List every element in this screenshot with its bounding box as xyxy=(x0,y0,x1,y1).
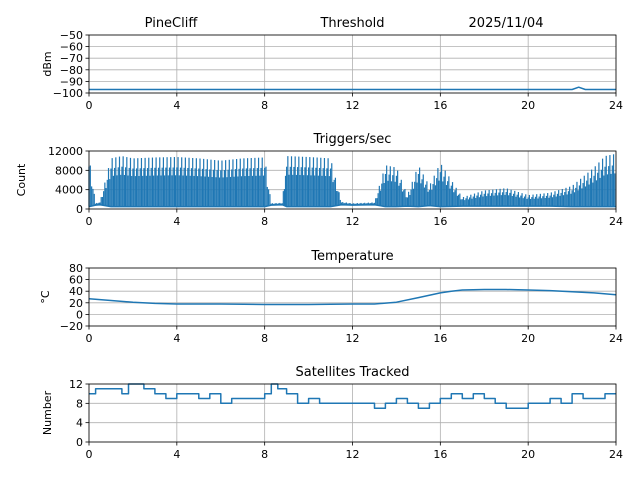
y-tick-label: −50 xyxy=(60,29,83,42)
x-tick-label: 12 xyxy=(346,448,360,461)
x-tick-label: 8 xyxy=(261,448,268,461)
chart-panels: 0 4 8 12 16 20 24 −100−90−80−70−60−50 Threshold d… xyxy=(15,16,623,461)
x-tick-label: 12 xyxy=(346,99,360,112)
y-tick-label: 0 xyxy=(76,436,83,449)
x-tick-label: 24 xyxy=(609,99,623,112)
x-tick-label: 8 xyxy=(261,99,268,112)
y-tick-label: 80 xyxy=(69,262,83,275)
station-label: PineCliff xyxy=(145,16,199,31)
series-triggers-baseline xyxy=(88,203,616,208)
date-label: 2025/11/04 xyxy=(469,16,544,31)
y-axis-label: °C xyxy=(39,290,52,304)
x-tick-label: 4 xyxy=(173,332,180,345)
series-threshold xyxy=(89,86,616,91)
y-tick-label: 60 xyxy=(69,274,83,287)
y-tick-label: 40 xyxy=(69,285,83,298)
series-satellites xyxy=(89,383,616,409)
x-tick-label: 8 xyxy=(261,332,268,345)
y-tick-label: 0 xyxy=(76,203,83,216)
y-tick-label: 8000 xyxy=(55,164,83,177)
chart-title: Satellites Tracked xyxy=(296,365,410,380)
x-tick-label: 24 xyxy=(609,215,623,228)
x-tick-label: 0 xyxy=(86,215,93,228)
y-tick-label: −80 xyxy=(60,64,83,77)
x-tick-label: 24 xyxy=(609,448,623,461)
y-tick-label: 0 xyxy=(76,308,83,321)
x-tick-label: 12 xyxy=(346,215,360,228)
x-tick-label: 20 xyxy=(521,332,535,345)
x-tick-label: 16 xyxy=(433,332,447,345)
y-axis-label: Number xyxy=(41,390,54,435)
panel-satellites: 0 4 8 12 16 20 24 0 4 8 12 Satellites Tracked Number xyxy=(41,365,623,461)
x-tick-label: 4 xyxy=(173,448,180,461)
y-tick-label: 4000 xyxy=(55,184,83,197)
series-temperature xyxy=(88,288,617,306)
panel-triggers: 0 4 8 12 16 20 24 0 4000 8000 12000 Triggers/sec Cou… xyxy=(15,132,623,228)
chart-title: Temperature xyxy=(310,249,393,264)
x-tick-label: 0 xyxy=(86,99,93,112)
x-tick-label: 0 xyxy=(86,332,93,345)
x-tick-label: 16 xyxy=(433,448,447,461)
y-tick-label: −100 xyxy=(53,87,83,100)
chart-title: Triggers/sec xyxy=(313,132,392,147)
y-tick-label: −90 xyxy=(60,75,83,88)
y-axis-label: dBm xyxy=(41,51,54,76)
x-tick-label: 20 xyxy=(521,99,535,112)
x-tick-label: 4 xyxy=(173,215,180,228)
x-tick-label: 0 xyxy=(86,448,93,461)
y-tick-label: 8 xyxy=(76,397,83,410)
y-tick-label: 4 xyxy=(76,417,83,430)
x-tick-label: 24 xyxy=(609,332,623,345)
x-tick-label: 20 xyxy=(521,448,535,461)
x-tick-label: 4 xyxy=(173,99,180,112)
y-axis-label: Count xyxy=(15,163,28,196)
series-triggers xyxy=(88,154,616,207)
y-tick-label: −70 xyxy=(60,52,83,65)
x-tick-label: 20 xyxy=(521,215,535,228)
y-tick-label: 12 xyxy=(69,378,83,391)
x-tick-label: 16 xyxy=(433,99,447,112)
x-tick-label: 16 xyxy=(433,215,447,228)
y-tick-label: 20 xyxy=(69,297,83,310)
y-tick-label: −60 xyxy=(60,41,83,54)
y-tick-label: 12000 xyxy=(48,145,83,158)
y-tick-label: −20 xyxy=(60,320,83,333)
x-tick-label: 8 xyxy=(261,215,268,228)
chart-title: Threshold xyxy=(319,16,384,31)
x-tick-label: 12 xyxy=(346,332,360,345)
panel-threshold: 0 4 8 12 16 20 24 −100−90−80−70−60−50 Threshold d… xyxy=(41,16,623,112)
